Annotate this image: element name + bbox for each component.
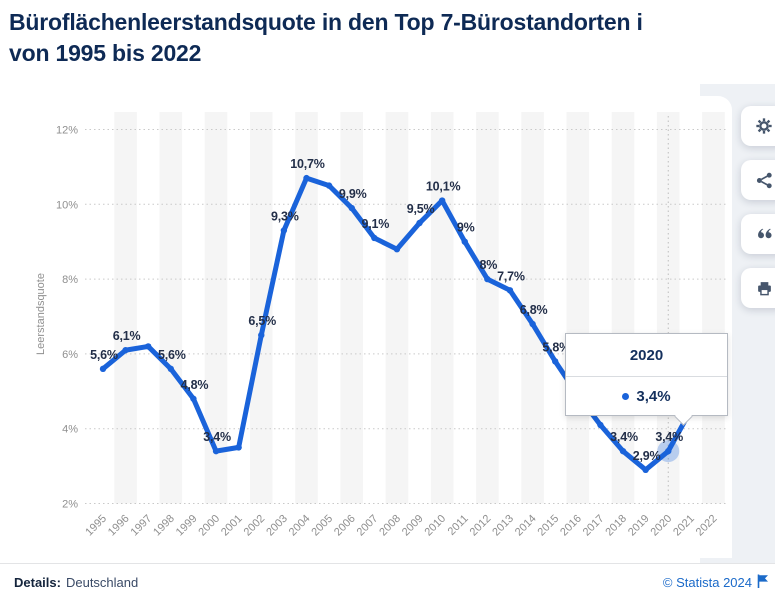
details: Details: Deutschland: [14, 575, 138, 590]
print-button[interactable]: [741, 268, 775, 308]
tooltip-year: 2020: [566, 334, 727, 377]
page-header: Büroflächenleerstandsquote in den Top 7-…: [0, 0, 775, 84]
cite-button[interactable]: [741, 214, 775, 254]
footer-bar: Details: Deutschland © Statista 2024: [0, 563, 775, 601]
share-icon: [756, 172, 773, 189]
statista-copyright-link[interactable]: © Statista 2024: [663, 574, 769, 591]
printer-icon: [756, 280, 773, 297]
details-value: Deutschland: [65, 575, 139, 590]
quote-icon: [755, 226, 773, 242]
chart-tooltip: 2020 3,4%: [565, 333, 728, 426]
gear-icon: [755, 117, 773, 135]
chart-card: [0, 96, 732, 558]
series-dot-icon: [622, 393, 630, 400]
flag-icon: [757, 574, 769, 591]
copyright-text: © Statista 2024: [662, 575, 752, 590]
tooltip-value: 3,4%: [636, 388, 671, 405]
details-label: Details:: [14, 575, 61, 590]
tooltip-value-row: 3,4%: [566, 377, 727, 416]
page-title-line-2: von 1995 bis 2022: [9, 40, 202, 66]
settings-button[interactable]: [741, 106, 775, 146]
page-title-line-1: Büroflächenleerstandsquote in den Top 7-…: [9, 9, 643, 35]
share-button[interactable]: [741, 160, 775, 200]
